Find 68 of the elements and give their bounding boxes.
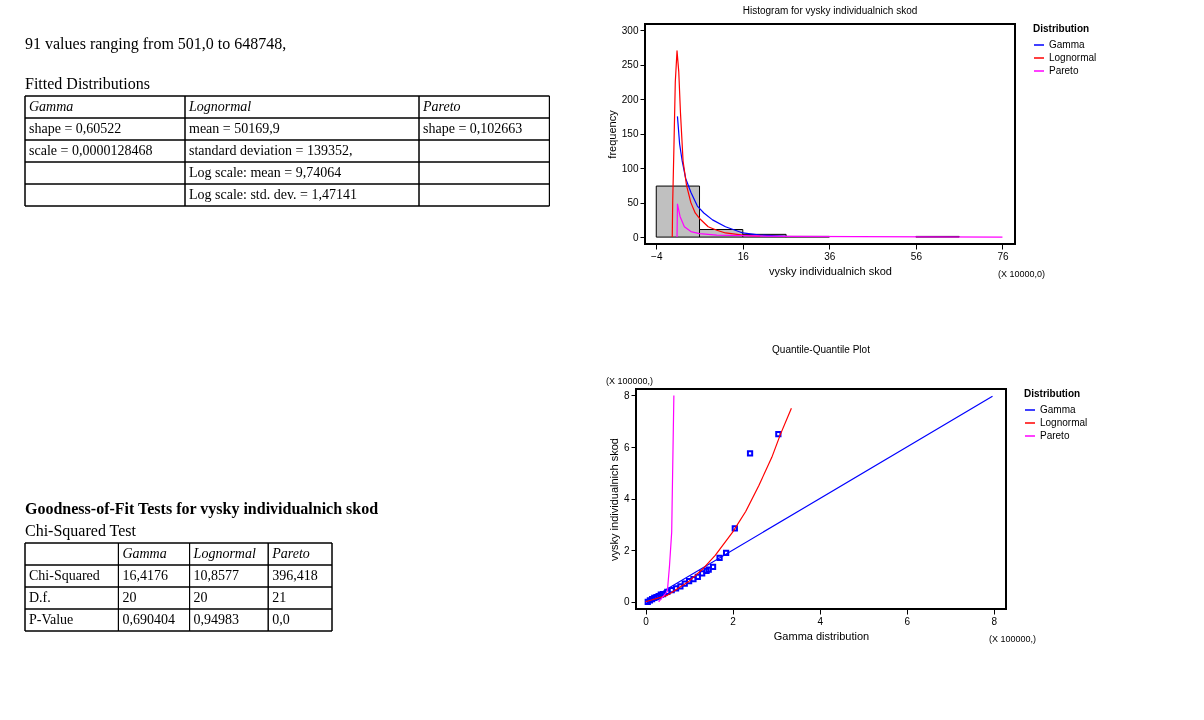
x-tick-label: 8 [991,615,998,627]
legend-label: Pareto [1040,430,1070,441]
category-label: Gamma [29,99,74,114]
y-tick-label: 100 [621,162,639,174]
text: 16,4176 [122,568,168,583]
x-tick-label: 56 [910,250,923,262]
x-axis-title: vysky individualnich skod [769,264,892,277]
text: 20 [122,590,137,605]
text: 21 [272,590,287,605]
y-tick-label: 150 [621,128,639,140]
legend-label: Lognormal [1049,52,1097,63]
text: Fitted Distributions [25,75,150,92]
category-label: Lognormal [188,99,252,114]
x-axis-title: Gamma distribution [773,629,870,642]
chart-title: Quantile-Quantile Plot [772,344,871,355]
y-axis-title: frequency [605,109,618,159]
text: Log scale: mean = 9,74064 [189,165,342,180]
legend-label: Lognormal [1040,417,1088,428]
text: Log scale: std. dev. = 1,47141 [189,187,357,202]
legend-title: Distribution [1033,23,1090,34]
chart-title: Histogram for vysky individualnich skod [742,5,918,16]
y-tick-label: 300 [621,24,639,36]
y-tick-label: 0 [623,596,630,608]
text: 396,418 [272,568,318,583]
legend-title: Distribution [1024,388,1081,399]
category-label: Pareto [271,546,310,561]
y-axis-title: vysky individualnich skod [607,438,620,561]
y-tick-label: 2 [623,544,630,556]
category-label: P-Value [29,612,74,627]
y-tick-label: 50 [627,197,639,209]
x-tick-label: 4 [817,615,824,627]
text: 91 values ranging from 501,0 to 648748, [25,35,287,53]
text: shape = 0,102663 [423,121,523,136]
x-tick-label: 2 [730,615,737,627]
text: mean = 50169,9 [189,121,280,136]
y-tick-label: 4 [623,493,630,505]
x-tick-label: 6 [904,615,911,627]
text: 0,0 [272,612,290,627]
y-tick-label: 250 [621,59,639,71]
text: Goodness-of-Fit Tests for vysky individualnich skod [25,500,379,518]
category-label: Chi-Squared [29,568,100,583]
text: (X 100000,) [988,634,1036,644]
text: Chi-Squared Test [25,522,137,540]
text: scale = 0,0000128468 [29,143,153,158]
text: 20 [193,590,208,605]
text: 0,690404 [122,612,175,627]
x-tick-label: 36 [824,250,836,262]
text: 10,8577 [193,568,240,583]
category-label: Gamma [122,546,167,561]
x-tick-label: 16 [737,250,750,262]
y-tick-label: 200 [621,93,639,105]
y-tick-label: 0 [632,231,639,243]
y-tick-label: 6 [623,441,630,453]
text: shape = 0,60522 [29,121,122,136]
legend-label: Gamma [1040,404,1076,415]
legend-label: Gamma [1049,39,1085,50]
category-label: Lognormal [192,546,256,561]
x-tick-label: −4 [651,250,663,262]
x-tick-label: 76 [997,250,1009,262]
y-tick-label: 8 [623,389,630,401]
category-label: D.f. [29,590,51,605]
text: standard deviation = 139352, [189,143,353,158]
text: (X 10000,0) [997,269,1045,279]
legend-label: Pareto [1049,65,1079,76]
x-tick-label: 0 [643,615,650,627]
category-label: Pareto [422,99,461,114]
text: 0,94983 [193,612,240,627]
text: (X 100000,) [606,376,654,386]
